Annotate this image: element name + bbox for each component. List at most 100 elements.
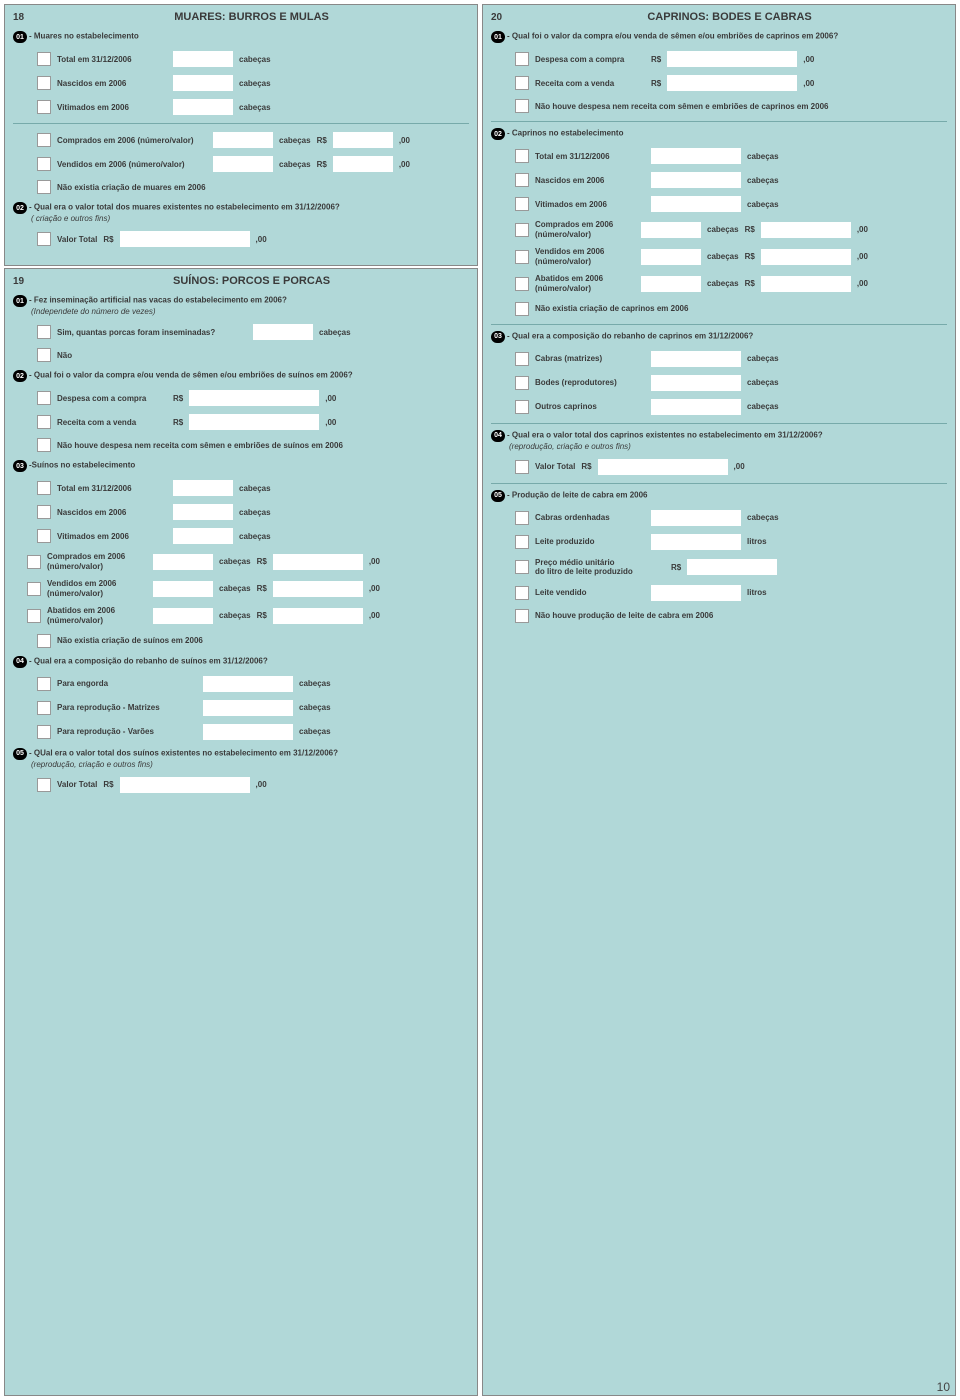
checkbox[interactable]: [515, 149, 529, 163]
checkbox[interactable]: [515, 535, 529, 549]
input-comprados-num[interactable]: [213, 132, 273, 148]
checkbox[interactable]: [515, 250, 529, 264]
input-outros[interactable]: [651, 399, 741, 415]
checkbox[interactable]: [515, 460, 529, 474]
input-vendidos-val[interactable]: [761, 249, 851, 265]
input-comprados-val[interactable]: [761, 222, 851, 238]
label-vendidos: Vendidos em 2006 (número/valor): [535, 247, 635, 266]
checkbox[interactable]: [515, 400, 529, 414]
question-text: - Caprinos no estabelecimento: [507, 129, 623, 138]
input-vendidos-val[interactable]: [273, 581, 363, 597]
checkbox[interactable]: [37, 180, 51, 194]
question-text: - Qual era a composição do rebanho de su…: [29, 656, 268, 665]
label-outros: Outros caprinos: [535, 402, 645, 411]
input-vendidos-num[interactable]: [213, 156, 273, 172]
checkbox[interactable]: [37, 325, 51, 339]
checkbox[interactable]: [27, 582, 41, 596]
input-total[interactable]: [173, 51, 233, 67]
input-abatidos-num[interactable]: [153, 608, 213, 624]
input-valor-total[interactable]: [120, 777, 250, 793]
input-matrizes[interactable]: [203, 700, 293, 716]
input-nascidos[interactable]: [651, 172, 741, 188]
checkbox[interactable]: [37, 634, 51, 648]
checkbox[interactable]: [515, 511, 529, 525]
input-vendidos-val[interactable]: [333, 156, 393, 172]
label-total: Total em 31/12/2006: [535, 152, 645, 161]
checkbox[interactable]: [37, 438, 51, 452]
checkbox[interactable]: [37, 133, 51, 147]
input-total[interactable]: [651, 148, 741, 164]
checkbox[interactable]: [27, 609, 41, 623]
input-vitimados[interactable]: [173, 99, 233, 115]
input-leite-prod[interactable]: [651, 534, 741, 550]
input-preco[interactable]: [687, 559, 777, 575]
input-vitimados[interactable]: [173, 528, 233, 544]
input-valor-total[interactable]: [598, 459, 728, 475]
checkbox[interactable]: [515, 76, 529, 90]
qnum-icon: 05: [491, 490, 505, 502]
section-number: 20: [491, 12, 502, 23]
checkbox[interactable]: [37, 415, 51, 429]
checkbox[interactable]: [37, 529, 51, 543]
checkbox[interactable]: [37, 157, 51, 171]
label-nao-houve: Não houve despesa nem receita com sêmen …: [57, 441, 343, 450]
checkbox[interactable]: [37, 232, 51, 246]
input-nascidos[interactable]: [173, 75, 233, 91]
checkbox[interactable]: [37, 348, 51, 362]
checkbox[interactable]: [515, 302, 529, 316]
checkbox[interactable]: [37, 391, 51, 405]
checkbox[interactable]: [37, 701, 51, 715]
checkbox[interactable]: [37, 52, 51, 66]
checkbox[interactable]: [515, 352, 529, 366]
input-vendidos-num[interactable]: [153, 581, 213, 597]
checkbox[interactable]: [515, 560, 529, 574]
input-leite-vend[interactable]: [651, 585, 741, 601]
checkbox[interactable]: [37, 481, 51, 495]
input-comprados-val[interactable]: [333, 132, 393, 148]
input-comprados-num[interactable]: [641, 222, 701, 238]
checkbox[interactable]: [515, 52, 529, 66]
checkbox[interactable]: [37, 100, 51, 114]
checkbox[interactable]: [515, 223, 529, 237]
checkbox[interactable]: [37, 778, 51, 792]
question-text: - Qual era o valor total dos muares exis…: [29, 203, 340, 212]
input-varoes[interactable]: [203, 724, 293, 740]
checkbox[interactable]: [515, 586, 529, 600]
input-engorda[interactable]: [203, 676, 293, 692]
checkbox[interactable]: [515, 376, 529, 390]
checkbox[interactable]: [37, 76, 51, 90]
question-hint: (Independete do número de vezes): [31, 307, 156, 316]
input-comprados-val[interactable]: [273, 554, 363, 570]
input-abatidos-num[interactable]: [641, 276, 701, 292]
input-valor-total[interactable]: [120, 231, 250, 247]
qnum-icon: 05: [13, 748, 27, 760]
input-total[interactable]: [173, 480, 233, 496]
input-receita[interactable]: [667, 75, 797, 91]
qnum-icon: 02: [13, 202, 27, 214]
checkbox[interactable]: [515, 173, 529, 187]
input-nascidos[interactable]: [173, 504, 233, 520]
checkbox[interactable]: [37, 725, 51, 739]
input-ordenhadas[interactable]: [651, 510, 741, 526]
checkbox[interactable]: [37, 677, 51, 691]
input-abatidos-val[interactable]: [273, 608, 363, 624]
input-despesa[interactable]: [667, 51, 797, 67]
input-bodes[interactable]: [651, 375, 741, 391]
input-sim[interactable]: [253, 324, 313, 340]
checkbox[interactable]: [515, 609, 529, 623]
label-valor-total: Valor Total: [57, 235, 97, 244]
input-vitimados[interactable]: [651, 196, 741, 212]
input-comprados-num[interactable]: [153, 554, 213, 570]
input-abatidos-val[interactable]: [761, 276, 851, 292]
checkbox[interactable]: [37, 505, 51, 519]
checkbox[interactable]: [515, 277, 529, 291]
input-cabras[interactable]: [651, 351, 741, 367]
label-vitimados: Vitimados em 2006: [57, 532, 167, 541]
checkbox[interactable]: [27, 555, 41, 569]
input-receita[interactable]: [189, 414, 319, 430]
checkbox[interactable]: [515, 99, 529, 113]
input-vendidos-num[interactable]: [641, 249, 701, 265]
input-despesa[interactable]: [189, 390, 319, 406]
checkbox[interactable]: [515, 197, 529, 211]
label-vendidos: Vendidos em 2006 (número/valor): [57, 160, 207, 169]
